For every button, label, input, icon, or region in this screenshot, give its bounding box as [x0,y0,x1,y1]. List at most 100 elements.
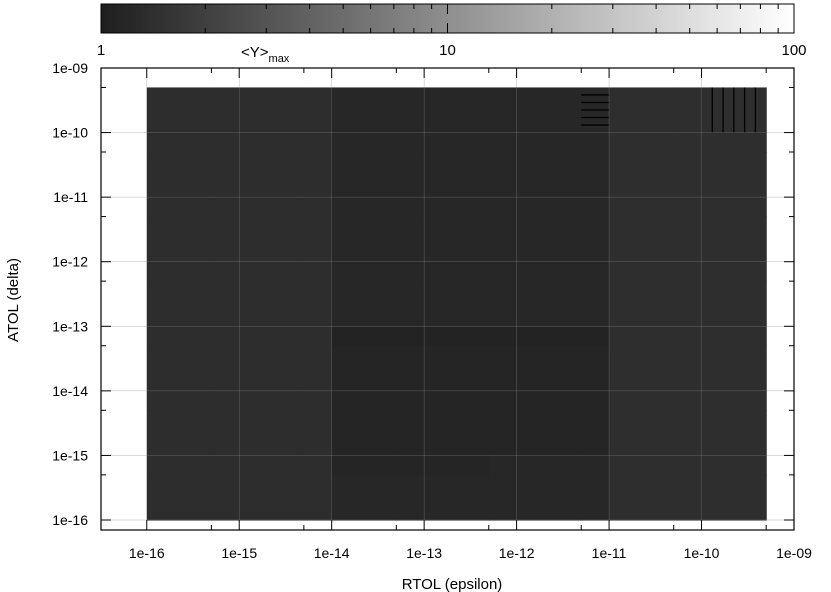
heatmap-cell [424,132,490,153]
heatmap-cell [303,152,333,198]
heatmap-cell [516,87,582,134]
heatmap-cell [211,132,240,153]
heatmap-cell [146,152,212,198]
heatmap-cell [396,197,425,218]
heatmap-cell [701,326,767,347]
heatmap-cell [701,455,767,476]
colorbar: 1 10 100 <Y>max [97,3,807,65]
heatmap-cell [609,197,675,218]
heatmap-cell [516,261,582,282]
heatmap-cell [239,261,305,282]
heatmap-cell [146,326,212,347]
heatmap-cell [673,345,703,392]
heatmap-cell [239,410,305,457]
hatched-cell [581,94,610,126]
heatmap-cell [488,326,518,347]
y-tick-label: 1e-13 [52,318,88,334]
colorbar-labels: 1 10 100 [97,42,807,59]
heatmap-cell [331,390,397,411]
heatmap-cell [396,326,425,347]
heatmap-cell [581,390,610,411]
heatmap-cell [673,261,703,282]
heatmap-cell [609,474,675,521]
y-tick-label: 1e-12 [52,254,88,270]
grid-lines [101,68,794,530]
heatmap-cell [211,281,240,327]
x-tick-labels: 1e-16 1e-15 1e-14 1e-13 1e-12 1e-11 1e-10 1e-09 [129,545,812,561]
heatmap-cell [303,216,333,263]
x-axis-ticks [146,68,795,530]
heatmap-cell [673,390,703,411]
heatmap-cell [239,326,305,347]
heatmap-cells [146,87,767,521]
x-tick-label: 1e-15 [221,545,257,561]
heatmap-cell [146,455,212,476]
heatmap-cell [516,410,582,457]
colorbar-title-main: <Y> [241,44,269,61]
heatmap-cell [516,216,582,263]
heatmap-cell [331,261,397,282]
heatmap-cell [396,132,425,153]
colorbar-title: <Y>max [241,44,290,65]
heatmap-cell [303,474,333,521]
heatmap-cell [488,390,518,411]
heatmap-cell [516,197,582,218]
heatmap-cell [331,326,397,347]
heatmap-cell [701,410,767,457]
heatmap-cell [701,345,767,392]
colorbar-title-sub: max [269,53,290,65]
heatmap-cell [211,474,240,521]
x-tick-label: 1e-16 [129,545,165,561]
heatmap-cell [581,474,610,521]
heatmap-cell [516,152,582,198]
heatmap-cell [239,390,305,411]
y-axis-title: ATOL (delta) [5,258,22,342]
heatmap-cell [239,281,305,327]
heatmap-cell [581,345,610,392]
heatmap-cell [488,132,518,153]
heatmap-cell [396,87,425,134]
heatmap-cell [146,132,212,153]
heatmap-cell [701,390,767,411]
heatmap-cell [211,455,240,476]
heatmap-cell [146,197,212,218]
heatmap-cell [424,326,490,347]
heatmap-cell [331,216,397,263]
x-tick-label: 1e-14 [314,545,350,561]
heatmap-cell [488,261,518,282]
heatmap-cell [303,390,333,411]
heatmap-cell [396,410,425,457]
colorbar-ticks [100,4,779,33]
heatmap-cell [516,132,582,153]
heatmap-cell [303,261,333,282]
heatmap-cell [424,87,490,134]
heatmap-cell [331,474,397,521]
heatmap-cell [303,455,333,476]
heatmap-cell [488,152,518,198]
heatmap-cell [396,261,425,282]
y-tick-label: 1e-15 [52,447,88,463]
heatmap-cell [701,216,767,263]
heatmap-cell [396,390,425,411]
heatmap-cell [424,281,490,327]
heatmap-cell [609,216,675,263]
heatmap-cell [396,152,425,198]
heatmap-cell [701,474,767,521]
heatmap-cell [609,326,675,347]
heatmap-cell [673,410,703,457]
heatmap-cell [673,326,703,347]
heatmap-cell [701,197,767,218]
heatmap-cell [331,281,397,327]
y-axis-ticks [101,67,794,521]
heatmap-cell [211,87,240,134]
heatmap-cell [211,326,240,347]
y-tick-labels: 1e-16 1e-15 1e-14 1e-13 1e-12 1e-11 1e-10 1e-09 [52,60,88,528]
heatmap-cell [424,216,490,263]
heatmap-cell [146,345,212,392]
heatmap-cell [303,281,333,327]
heatmap-cell [424,455,490,476]
heatmap-cell [673,152,703,198]
heatmap-cell [424,152,490,198]
x-tick-label: 1e-12 [499,545,535,561]
heatmap-cell [303,410,333,457]
